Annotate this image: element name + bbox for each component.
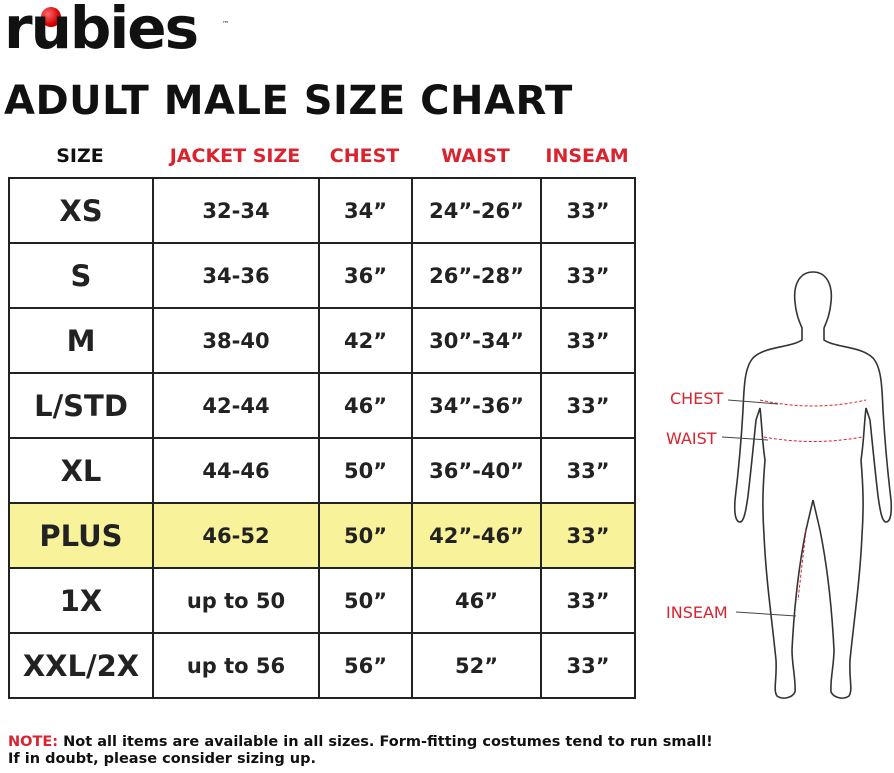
table-cell: 24”-26”: [411, 177, 542, 244]
table-cell: S: [8, 242, 154, 309]
column-header: CHEST: [329, 145, 400, 167]
table-row: S 34-36 36” 26”-28” 33”: [8, 242, 636, 309]
table-row: XXL/2X up to 56 56” 52” 33”: [8, 632, 636, 699]
table-cell: 50”: [318, 437, 413, 504]
note-label: NOTE:: [8, 734, 59, 750]
logo: rubies: [4, 0, 199, 62]
note-line: Not all items are available in all sizes…: [63, 734, 713, 750]
column-header: SIZE: [56, 145, 104, 167]
table-cell: 33”: [540, 437, 636, 504]
table-cell: 1X: [8, 567, 154, 634]
table-cell: 36”: [318, 242, 413, 309]
table-cell: 42”: [318, 307, 413, 374]
table-row: XS 32-34 34” 24”-26” 33”: [8, 177, 636, 244]
figure-label: CHEST: [670, 389, 724, 408]
table-cell: L/STD: [8, 372, 154, 439]
note: NOTE: Not all items are available in all…: [8, 734, 713, 768]
column-header: INSEAM: [545, 145, 629, 167]
table-cell: 46”: [318, 372, 413, 439]
table-cell: 26”-28”: [411, 242, 542, 309]
table-cell: 42”-46”: [411, 502, 542, 569]
body-figure: [721, 271, 893, 699]
table-cell: 33”: [540, 632, 636, 699]
table-row: 1X up to 50 50” 46” 33”: [8, 567, 636, 634]
table-cell: 34”-36”: [411, 372, 542, 439]
table-cell: 42-44: [152, 372, 320, 439]
table-cell: 30”-34”: [411, 307, 542, 374]
table-cell: M: [8, 307, 154, 374]
table-cell: 33”: [540, 307, 636, 374]
table-cell: 44-46: [152, 437, 320, 504]
table-row: PLUS 46-52 50” 42”-46” 33”: [8, 502, 636, 569]
table-cell: 36”-40”: [411, 437, 542, 504]
column-header: JACKET SIZE: [169, 145, 301, 167]
table-header: SIZE JACKET SIZE CHEST WAIST INSEAM: [8, 145, 634, 175]
table-row: XL 44-46 50” 36”-40” 33”: [8, 437, 636, 504]
table-cell: XL: [8, 437, 154, 504]
table-cell: 33”: [540, 372, 636, 439]
table-row: M 38-40 42” 30”-34” 33”: [8, 307, 636, 374]
table-cell: 34”: [318, 177, 413, 244]
table-cell: 50”: [318, 567, 413, 634]
figure-label: WAIST: [666, 429, 717, 448]
figure-label: INSEAM: [666, 603, 728, 622]
table-cell: XS: [8, 177, 154, 244]
title: ADULT MALE SIZE CHART: [4, 78, 573, 124]
trademark: ™: [222, 20, 229, 28]
table-cell: PLUS: [8, 502, 154, 569]
logo-dot: [41, 7, 61, 27]
table-cell: up to 56: [152, 632, 320, 699]
table-row: L/STD 42-44 46” 34”-36” 33”: [8, 372, 636, 439]
table-cell: 46-52: [152, 502, 320, 569]
table-cell: 38-40: [152, 307, 320, 374]
table-cell: 34-36: [152, 242, 320, 309]
table-cell: 33”: [540, 177, 636, 244]
table-cell: 33”: [540, 242, 636, 309]
table-cell: 46”: [411, 567, 542, 634]
column-header: WAIST: [441, 145, 510, 167]
table-cell: up to 50: [152, 567, 320, 634]
table-cell: 33”: [540, 567, 636, 634]
table-cell: XXL/2X: [8, 632, 154, 699]
note-line: If in doubt, please consider sizing up.: [8, 751, 316, 767]
size-table: XS 32-34 34” 24”-26” 33” S 34-36 36” 26”-28” 33” M…: [8, 177, 636, 699]
table-cell: 33”: [540, 502, 636, 569]
table-cell: 50”: [318, 502, 413, 569]
table-cell: 32-34: [152, 177, 320, 244]
table-cell: 56”: [318, 632, 413, 699]
table-cell: 52”: [411, 632, 542, 699]
